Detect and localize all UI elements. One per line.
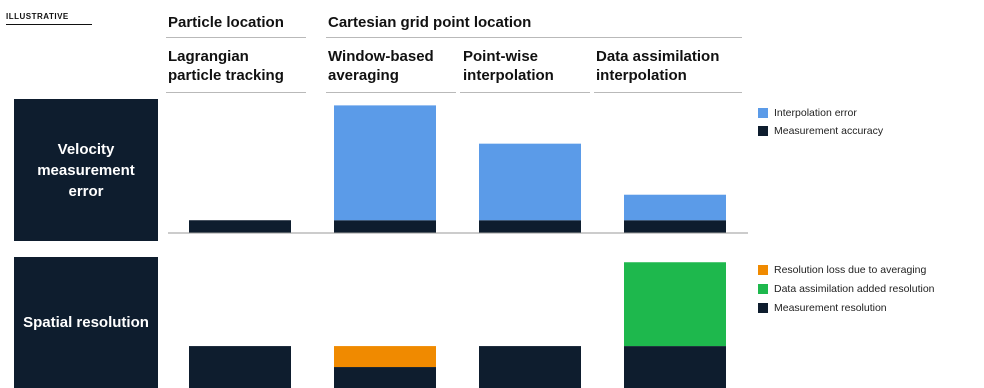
bar-measurement-accuracy-4 <box>624 220 726 233</box>
bar-measurement-accuracy-3 <box>479 220 581 233</box>
bar-data-assimilation-added-resolution-4 <box>624 262 726 347</box>
legend-swatch <box>758 126 768 136</box>
bar-measurement-resolution-2 <box>334 367 436 388</box>
bar-measurement-resolution-3 <box>479 346 581 388</box>
col-rule-1 <box>166 92 306 93</box>
legend-label: Data assimilation added resolution <box>774 283 935 295</box>
legend-label: Measurement resolution <box>774 302 887 314</box>
col-header-lagrangian: Lagrangian particle tracking <box>168 48 284 84</box>
illustrative-tag: ILLUSTRATIVE <box>6 12 69 21</box>
velocity-legend: Interpolation error Measurement accuracy <box>758 106 883 138</box>
legend-item-data-assimilation-added: Data assimilation added resolution <box>758 282 935 296</box>
group2-rule <box>326 37 742 38</box>
bar-measurement-resolution-1 <box>189 346 291 388</box>
col-rule-3 <box>460 92 590 93</box>
row-label-velocity: Velocity measurement error <box>14 99 158 241</box>
col-header-window-averaging: Window-based averaging <box>328 48 434 84</box>
group-header-cartesian-grid: Cartesian grid point location <box>328 14 532 31</box>
legend-label: Measurement accuracy <box>774 125 884 137</box>
legend-item-interpolation-error: Interpolation error <box>758 106 883 120</box>
bar-measurement-accuracy-1 <box>189 220 291 233</box>
group-header-particle-location: Particle location <box>168 14 284 31</box>
legend-swatch <box>758 303 768 313</box>
col-header-point-wise: Point-wise interpolation <box>463 48 554 84</box>
legend-swatch <box>758 284 768 294</box>
resolution-legend: Resolution loss due to averaging Data as… <box>758 263 935 315</box>
row-label-resolution: Spatial resolution <box>14 257 158 388</box>
legend-item-resolution-loss: Resolution loss due to averaging <box>758 263 935 277</box>
group1-rule <box>166 37 306 38</box>
tag-underline <box>6 24 92 25</box>
bar-measurement-resolution-4 <box>624 346 726 388</box>
col-header-data-assimilation: Data assimilation interpolation <box>596 48 720 84</box>
col-rule-2 <box>326 92 456 93</box>
legend-swatch <box>758 265 768 275</box>
bar-resolution-loss-due-to-averaging-2 <box>334 346 436 368</box>
resolution-chart <box>189 262 726 388</box>
legend-label: Resolution loss due to averaging <box>774 264 927 276</box>
velocity-chart <box>189 105 726 233</box>
legend-item-measurement-accuracy: Measurement accuracy <box>758 124 883 138</box>
bar-interpolation-error-4 <box>624 194 726 221</box>
bar-measurement-accuracy-2 <box>334 220 436 233</box>
legend-item-measurement-resolution: Measurement resolution <box>758 301 935 315</box>
col-rule-4 <box>594 92 742 93</box>
legend-swatch <box>758 108 768 118</box>
bar-interpolation-error-3 <box>479 143 581 221</box>
bar-interpolation-error-2 <box>334 105 436 221</box>
legend-label: Interpolation error <box>774 107 857 119</box>
